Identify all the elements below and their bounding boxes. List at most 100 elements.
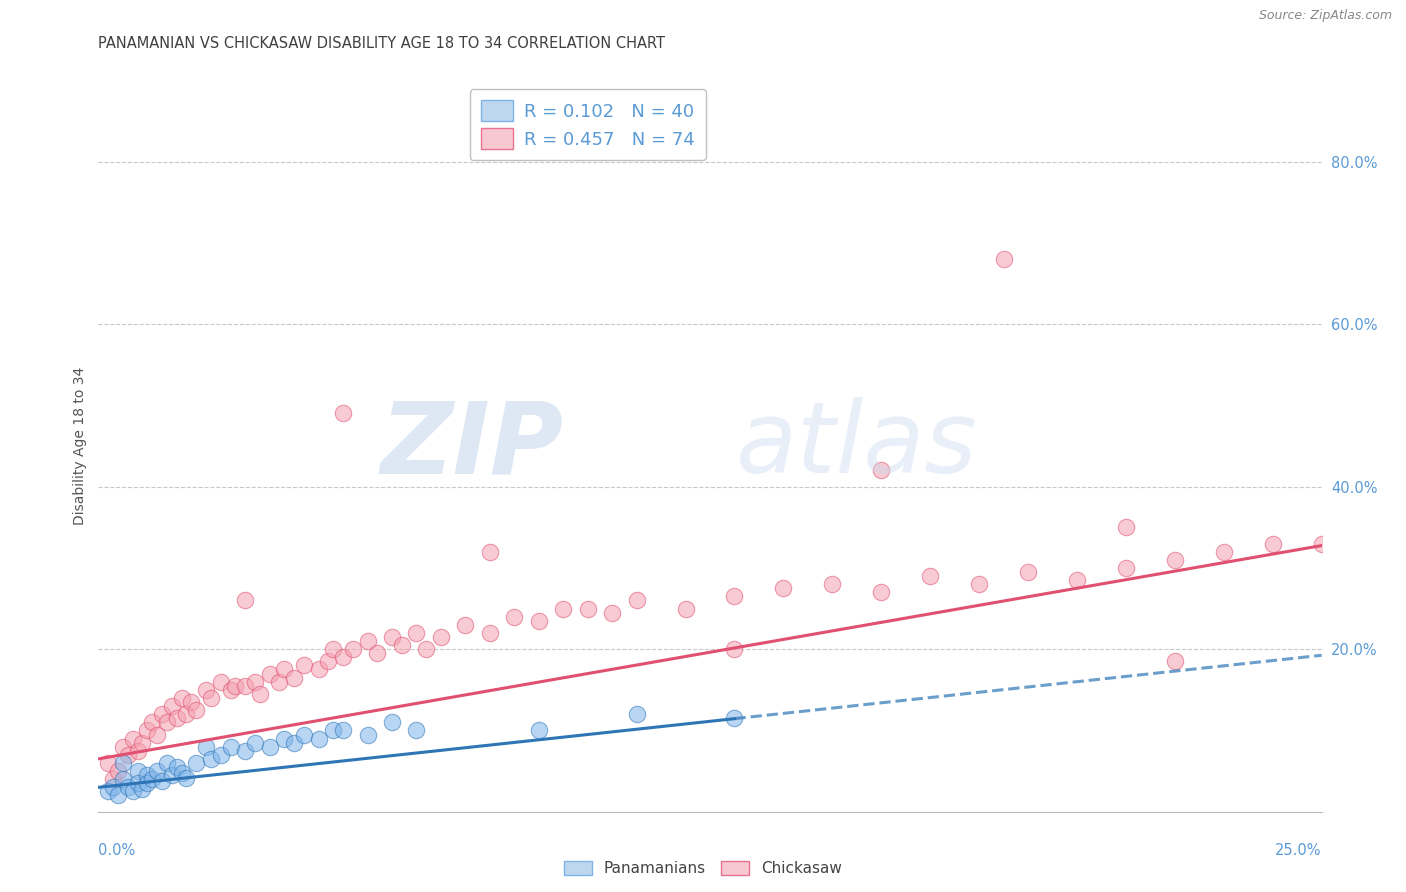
Point [269, 674, 291, 689]
Point [176, 707, 198, 722]
Point [478, 626, 501, 640]
Point [156, 715, 179, 730]
Point [821, 577, 844, 591]
Point [283, 736, 305, 750]
Point [195, 682, 218, 697]
Point [200, 690, 222, 705]
Point [121, 784, 143, 798]
Point [160, 699, 183, 714]
Text: ZIP: ZIP [380, 398, 564, 494]
Point [322, 642, 344, 657]
Point [186, 756, 208, 770]
Point [332, 407, 354, 421]
Point [1310, 536, 1333, 550]
Text: 25.0%: 25.0% [1275, 843, 1322, 858]
Point [1017, 565, 1039, 579]
Point [259, 666, 281, 681]
Point [97, 784, 120, 798]
Point [292, 727, 315, 741]
Point [1115, 520, 1137, 534]
Point [454, 617, 477, 632]
Point [141, 772, 163, 787]
Point [101, 780, 124, 795]
Point [180, 695, 202, 709]
Point [150, 773, 173, 788]
Point [176, 771, 198, 785]
Point [219, 739, 242, 754]
Point [249, 687, 271, 701]
Point [993, 252, 1015, 266]
Point [283, 671, 305, 685]
Point [1164, 654, 1187, 668]
Point [170, 690, 193, 705]
Point [366, 646, 388, 660]
Point [101, 772, 124, 787]
Point [318, 654, 340, 668]
Point [127, 776, 149, 790]
Point [723, 642, 745, 657]
Point [356, 634, 378, 648]
Point [111, 739, 134, 754]
Point [160, 768, 183, 782]
Point [166, 711, 188, 725]
Point [576, 601, 599, 615]
Point [273, 731, 295, 746]
Point [209, 674, 232, 689]
Point [259, 739, 281, 754]
Point [405, 626, 427, 640]
Text: Source: ZipAtlas.com: Source: ZipAtlas.com [1258, 9, 1392, 22]
Point [527, 614, 550, 628]
Text: 0.0%: 0.0% [98, 843, 135, 858]
Point [332, 650, 354, 665]
Point [156, 756, 179, 770]
Point [233, 593, 256, 607]
Point [391, 638, 413, 652]
Point [626, 593, 648, 607]
Point [478, 544, 501, 558]
Point [127, 744, 149, 758]
Point [772, 581, 794, 595]
Point [97, 756, 120, 770]
Point [342, 642, 364, 657]
Point [967, 577, 990, 591]
Point [136, 768, 159, 782]
Text: atlas: atlas [735, 398, 977, 494]
Point [146, 727, 169, 741]
Point [1115, 561, 1137, 575]
Point [111, 756, 134, 770]
Point [626, 707, 648, 722]
Point [136, 723, 159, 738]
Text: PANAMANIAN VS CHICKASAW DISABILITY AGE 18 TO 34 CORRELATION CHART: PANAMANIAN VS CHICKASAW DISABILITY AGE 1… [98, 36, 665, 51]
Point [127, 764, 149, 778]
Point [723, 711, 745, 725]
Point [870, 585, 893, 599]
Point [675, 601, 697, 615]
Point [381, 715, 404, 730]
Point [107, 764, 129, 778]
Point [1164, 553, 1187, 567]
Point [332, 723, 354, 738]
Point [233, 744, 256, 758]
Y-axis label: Disability Age 18 to 34: Disability Age 18 to 34 [73, 367, 87, 525]
Point [1066, 573, 1088, 587]
Point [117, 780, 139, 795]
Point [107, 789, 129, 803]
Legend: R = 0.102   N = 40, R = 0.457   N = 74: R = 0.102 N = 40, R = 0.457 N = 74 [470, 89, 706, 160]
Point [273, 663, 295, 677]
Point [131, 781, 153, 796]
Point [920, 569, 942, 583]
Point [243, 736, 266, 750]
Point [141, 715, 163, 730]
Point [111, 772, 134, 787]
Point [170, 765, 193, 780]
Point [1212, 544, 1234, 558]
Point [1261, 536, 1284, 550]
Point [224, 679, 246, 693]
Point [430, 630, 453, 644]
Point [308, 663, 330, 677]
Point [233, 679, 256, 693]
Point [600, 606, 623, 620]
Point [136, 776, 159, 790]
Point [219, 682, 242, 697]
Point [356, 727, 378, 741]
